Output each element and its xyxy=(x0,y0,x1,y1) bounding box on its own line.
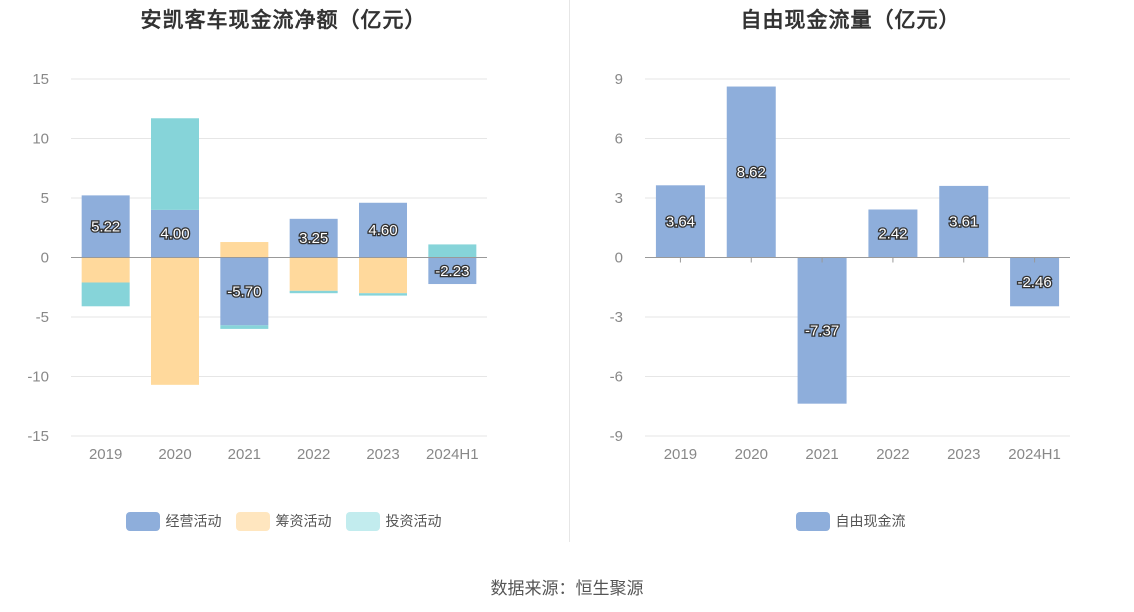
x-tick-label: 2022 xyxy=(876,446,909,463)
y-tick-label: 10 xyxy=(32,131,49,148)
bar-operating xyxy=(289,218,338,258)
x-tick-label: 2023 xyxy=(366,446,399,463)
bar-free-cash-flow xyxy=(1010,257,1060,307)
free-cash-flow-chart: 自由现金流量（亿元） 9 6 3 0 -3 -6 -9 3.64 8.62 -7.37 2.42 3.… xyxy=(567,0,1134,545)
legend-item-financing[interactable]: 筹资活动 xyxy=(235,511,332,531)
data-label: 8.62 xyxy=(737,164,766,181)
x-tick-label: 2020 xyxy=(158,446,191,463)
data-label: 4.00 xyxy=(160,226,189,243)
bar-free-cash-flow xyxy=(655,185,705,258)
legend-swatch-investing xyxy=(345,511,380,531)
data-label: -2.23 xyxy=(435,263,469,280)
y-tick-label: 5 xyxy=(41,190,49,207)
data-label: 5.22 xyxy=(91,218,120,235)
bar-operating xyxy=(151,209,199,258)
bar-investing xyxy=(428,244,477,258)
data-source: 数据来源：恒生聚源 xyxy=(490,579,644,598)
y-tick-label: -15 xyxy=(27,428,49,445)
bar-financing xyxy=(289,257,338,291)
y-tick-label: 3 xyxy=(615,190,623,207)
y-tick-label: -5 xyxy=(36,309,49,326)
x-tick-label: 2019 xyxy=(664,446,697,463)
bar-financing xyxy=(359,257,407,294)
bar-investing xyxy=(289,290,338,294)
legend: 经营活动 筹资活动 投资活动 xyxy=(0,511,567,531)
x-tick-label: 2021 xyxy=(228,446,261,463)
chart-title: 自由现金流量（亿元） xyxy=(740,9,961,32)
data-label: 2.42 xyxy=(878,226,907,243)
cash-flow-net-plot: 15 10 5 0 -5 -10 -15 5.22 4.00 -5.70 3.25 4.60 -2.23… xyxy=(27,71,487,463)
y-tick-label: 0 xyxy=(41,250,49,267)
free-cash-flow-plot: 9 6 3 0 -3 -6 -9 3.64 8.62 -7.37 2.42 3.61 -2.46 2019… xyxy=(610,71,1070,463)
bar-investing xyxy=(359,293,407,296)
y-tick-label: -6 xyxy=(610,369,623,386)
bar-investing xyxy=(151,118,199,210)
data-label: -5.70 xyxy=(227,283,261,300)
y-tick-label: -9 xyxy=(610,428,623,445)
y-tick-label: -10 xyxy=(27,369,49,386)
legend: 自由现金流 xyxy=(567,511,1134,531)
x-tick-label: 2024H1 xyxy=(1008,446,1061,463)
x-tick-label: 2022 xyxy=(297,446,330,463)
legend-label: 投资活动 xyxy=(385,513,442,529)
legend-label: 自由现金流 xyxy=(835,513,906,529)
y-tick-label: 15 xyxy=(32,71,49,88)
legend-item-free-cash-flow[interactable]: 自由现金流 xyxy=(795,511,906,531)
x-tick-label: 2020 xyxy=(735,446,768,463)
cash-flow-net-chart: 安凯客车现金流净额（亿元） 15 10 5 0 -5 -10 -15 5.22 4.00 -5.7… xyxy=(0,0,567,545)
data-label: 3.25 xyxy=(299,230,328,247)
bar-financing xyxy=(81,257,130,283)
bar-financing xyxy=(151,257,199,385)
bar-operating xyxy=(359,202,407,258)
y-tick-label: -3 xyxy=(610,309,623,326)
bar-operating xyxy=(428,257,477,285)
x-tick-label: 2024H1 xyxy=(426,446,479,463)
data-label: 3.61 xyxy=(949,214,978,231)
y-tick-label: 9 xyxy=(615,71,623,88)
data-label: -2.46 xyxy=(1017,274,1051,291)
legend-item-investing[interactable]: 投资活动 xyxy=(345,511,442,531)
x-tick-label: 2019 xyxy=(89,446,122,463)
chart-title: 安凯客车现金流净额（亿元） xyxy=(140,9,427,32)
legend-swatch-financing xyxy=(235,511,270,531)
legend-label: 经营活动 xyxy=(165,513,222,529)
bar-free-cash-flow xyxy=(939,185,989,258)
data-label: 4.60 xyxy=(368,222,397,239)
bar-investing xyxy=(220,325,269,329)
y-tick-label: 6 xyxy=(615,131,623,148)
legend-item-operating[interactable]: 经营活动 xyxy=(125,511,222,531)
bar-operating xyxy=(81,195,130,258)
legend-swatch-operating xyxy=(125,511,160,531)
legend-label: 筹资活动 xyxy=(275,513,332,529)
bar-financing xyxy=(220,242,269,258)
bar-free-cash-flow xyxy=(726,86,776,258)
legend-swatch-free-cash-flow xyxy=(795,511,830,531)
x-tick-label: 2023 xyxy=(947,446,980,463)
data-label: 3.64 xyxy=(666,213,695,230)
bar-free-cash-flow xyxy=(797,257,847,404)
x-tick-label: 2021 xyxy=(805,446,838,463)
bar-operating xyxy=(220,257,269,326)
bar-investing xyxy=(81,282,130,307)
data-label: -7.37 xyxy=(805,323,839,340)
panel-divider xyxy=(569,0,570,542)
y-tick-label: 0 xyxy=(615,250,623,267)
bar-free-cash-flow xyxy=(868,209,918,258)
